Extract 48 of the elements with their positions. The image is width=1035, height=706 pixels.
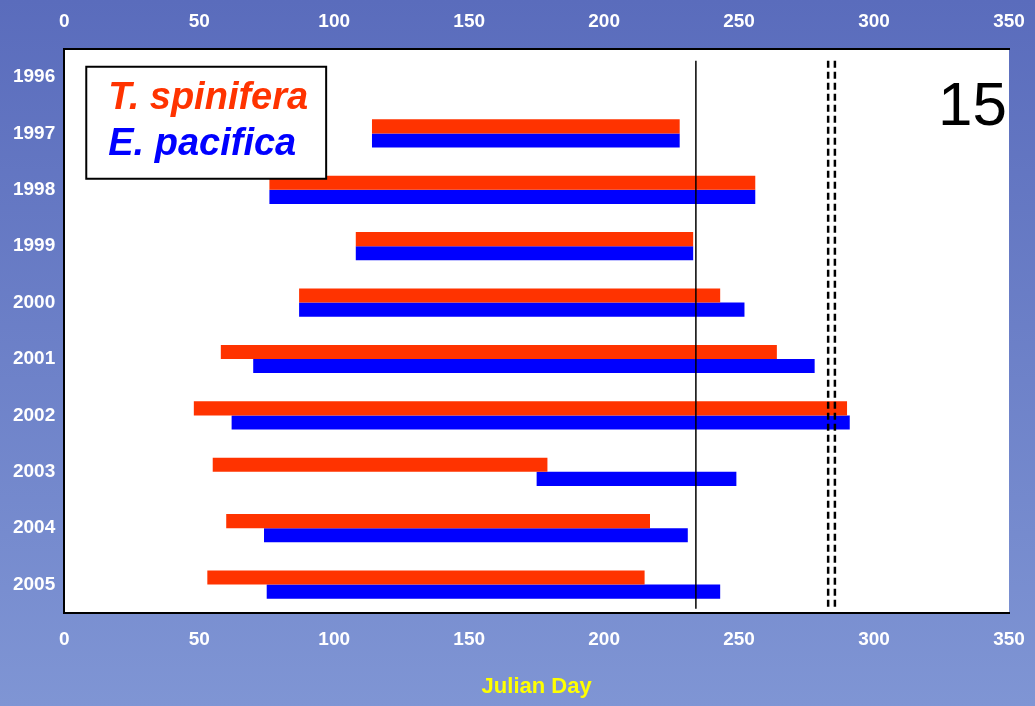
x2-tick-label: 50 [188,9,210,31]
annotation: 15 [938,68,1007,138]
x-tick-label: 250 [723,628,755,650]
x-tick-label: 100 [318,628,351,650]
bar [231,415,850,430]
bar [212,457,548,472]
x-tick-label: 0 [58,628,70,650]
y-tick-label: 2000 [12,290,56,312]
bar [355,232,694,247]
x-tick-label: 200 [588,628,620,650]
x-axis-title: Julian Day [481,672,593,698]
x2-tick-label: 200 [588,9,620,31]
y-tick-label: 2004 [12,516,56,538]
x2-tick-label: 350 [993,9,1025,31]
bar [269,189,756,204]
x2-tick-label: 0 [58,9,70,31]
bar [371,133,680,148]
x2-tick-label: 100 [318,9,351,31]
bar [269,175,756,190]
bar [299,288,721,303]
y-tick-label: 1997 [12,121,56,143]
bar [371,119,680,134]
bar [207,570,645,585]
bar [226,514,650,529]
bar [220,344,777,359]
bar [253,359,815,374]
bar [355,246,694,261]
x-tick-label: 50 [188,628,210,650]
series-label: E. pacifica [108,121,297,164]
x-tick-label: 300 [858,628,890,650]
series-label: T. spinifera [108,75,309,118]
bar [193,401,848,416]
bar [266,584,721,599]
x2-tick-label: 250 [723,9,755,31]
bar [264,528,688,543]
y-tick-label: 2005 [12,572,56,594]
y-tick-label: 2003 [12,460,56,482]
y-tick-label: 2001 [12,347,56,369]
y-tick-label: 1999 [12,234,56,256]
x-tick-label: 350 [993,628,1025,650]
x-tick-label: 150 [453,628,485,650]
x2-tick-label: 300 [858,9,890,31]
y-tick-label: 1996 [12,65,56,87]
y-tick-label: 2002 [12,403,56,425]
y-tick-label: 1998 [12,178,56,200]
bar [299,302,745,317]
bar [536,471,737,486]
x2-tick-label: 150 [453,9,485,31]
